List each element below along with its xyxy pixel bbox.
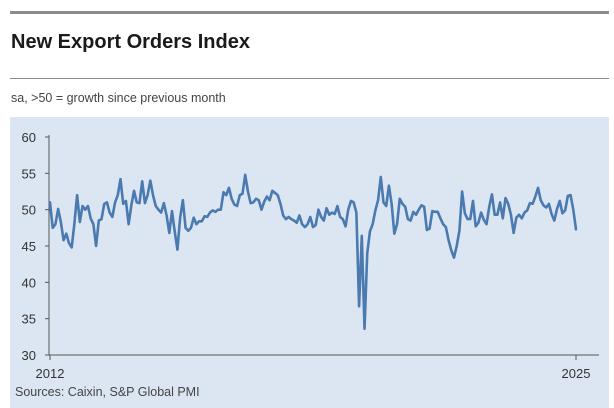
series-line bbox=[48, 173, 578, 331]
y-tick-label: 50 bbox=[22, 203, 36, 218]
y-tick-label: 40 bbox=[22, 275, 36, 290]
source-note: Sources: Caixin, S&P Global PMI bbox=[15, 385, 200, 399]
chart-title: New Export Orders Index bbox=[11, 31, 250, 53]
x-tick-label: 2012 bbox=[36, 366, 65, 381]
y-tick-label: 60 bbox=[22, 130, 36, 145]
y-tick-label: 45 bbox=[22, 239, 36, 254]
y-tick-label: 55 bbox=[22, 166, 36, 181]
y-tick-label: 35 bbox=[22, 312, 36, 327]
y-tick-label: 30 bbox=[22, 348, 36, 363]
x-tick-label: 2025 bbox=[562, 366, 591, 381]
plot-area bbox=[10, 117, 609, 408]
plot-background: 30 35 40 45 50 55 60 2012 2025 bbox=[10, 117, 609, 408]
title-divider bbox=[10, 78, 609, 79]
top-rule bbox=[10, 11, 609, 14]
chart-subtitle: sa, >50 = growth since previous month bbox=[11, 91, 226, 105]
line-chart: 30 35 40 45 50 55 60 2012 2025 bbox=[10, 117, 609, 408]
